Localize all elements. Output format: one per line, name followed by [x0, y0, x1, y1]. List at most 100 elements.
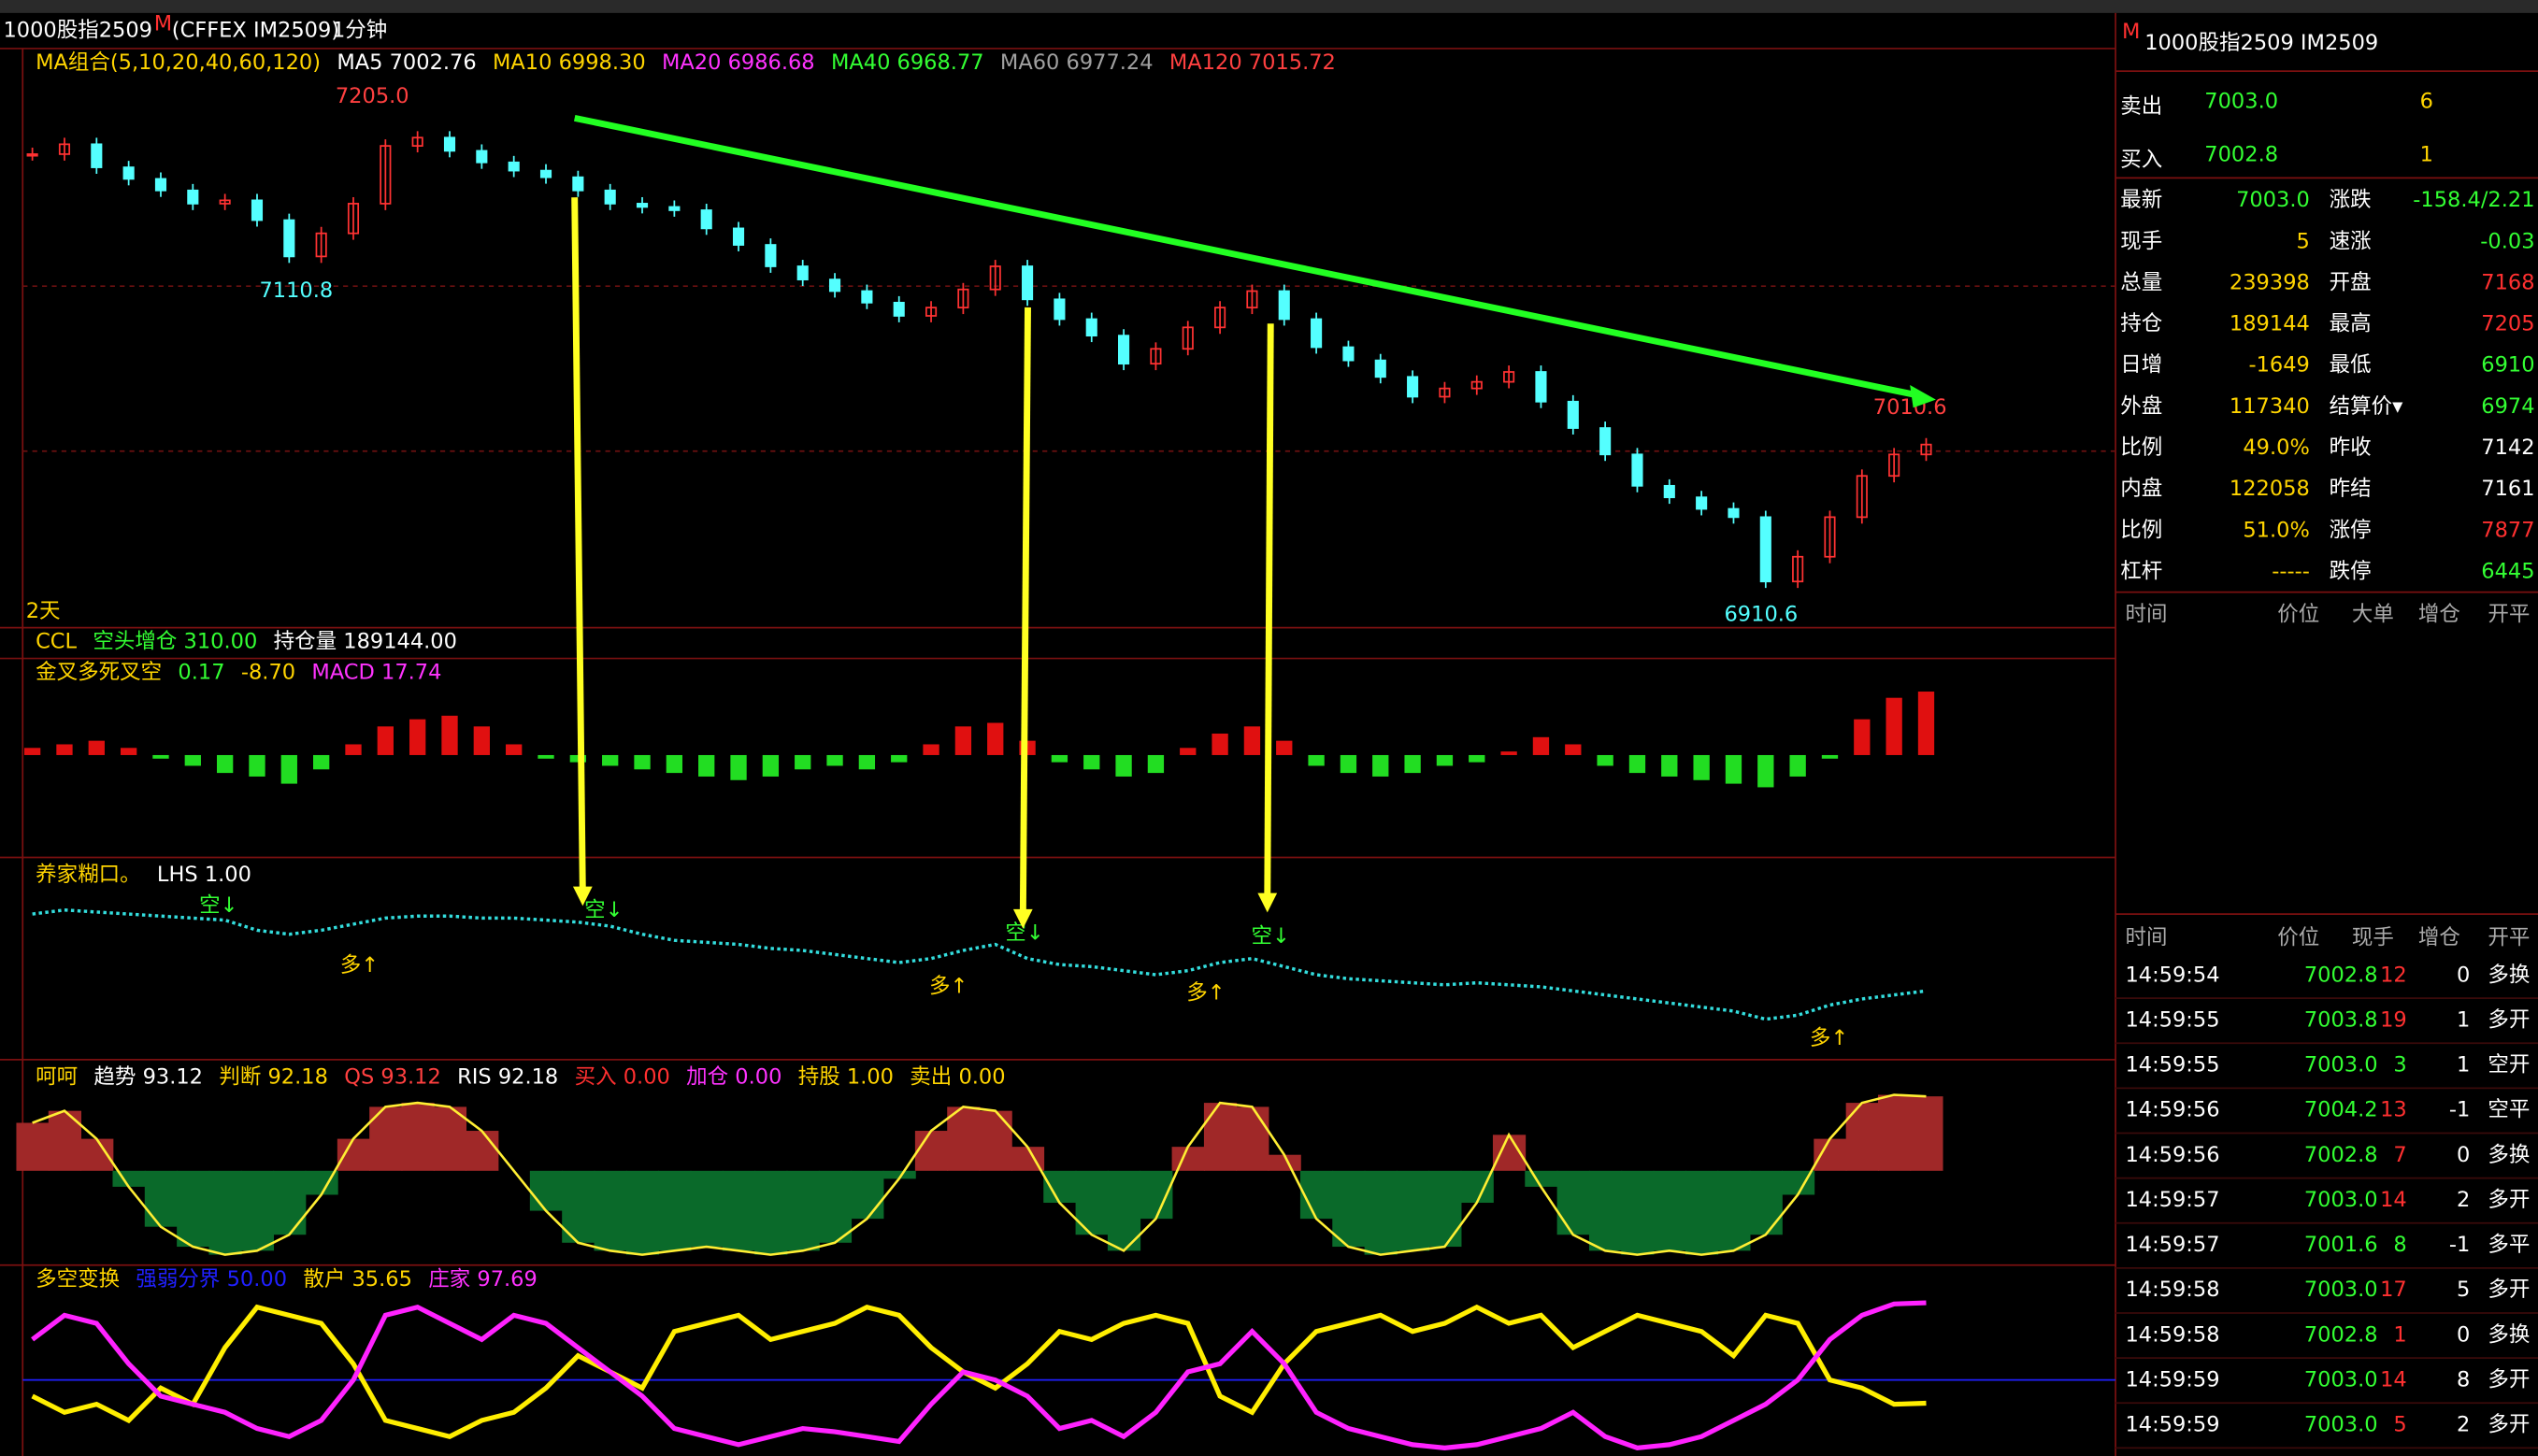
candle — [1663, 484, 1675, 499]
macd-bar — [1372, 754, 1389, 777]
book-price: 7002.8 — [2204, 143, 2278, 167]
quote-value: 7168 — [2481, 270, 2534, 294]
trade-price: 7003.0 — [2304, 1367, 2378, 1392]
trend-area — [1428, 1170, 1462, 1248]
macd-bar — [954, 726, 972, 755]
column-header: 开平 — [2488, 602, 2530, 626]
quote-label: 总量 — [2120, 270, 2162, 294]
trend-area — [1653, 1170, 1686, 1251]
series-line — [31, 1300, 1927, 1450]
trade-kind: 多换 — [2488, 1143, 2530, 1167]
trade-time: 14:59:56 — [2125, 1143, 2219, 1167]
candle — [411, 136, 423, 147]
macd-bar — [602, 754, 619, 766]
trade-oi: 0 — [2457, 963, 2470, 987]
trade-time: 14:59:54 — [2125, 963, 2219, 987]
macd-bar — [1500, 751, 1517, 755]
quote-label: 内盘 — [2120, 477, 2162, 501]
trade-kind: 多换 — [2488, 963, 2530, 987]
trade-kind: 多平 — [2488, 1233, 2530, 1257]
macd-bar — [730, 754, 747, 780]
quote-label: 涨跌 — [2330, 188, 2372, 212]
candle — [443, 136, 456, 152]
trade-kind: 空开 — [2488, 1053, 2530, 1078]
trade-qty: 14 — [2380, 1188, 2407, 1212]
macd-bar — [634, 754, 651, 770]
macd-bar — [1115, 754, 1132, 777]
trend-area — [16, 1122, 50, 1171]
trade-price: 7003.0 — [2304, 1413, 2378, 1437]
book-label: 卖出 — [2120, 94, 2162, 119]
macd-bar — [313, 754, 330, 770]
legend-item: 散户 35.65 — [303, 1267, 412, 1292]
candle — [1311, 318, 1323, 349]
trend-area — [1107, 1170, 1141, 1251]
macd-bar — [1212, 733, 1228, 755]
quote-value: ----- — [2272, 559, 2310, 583]
macd-bar — [1757, 754, 1774, 788]
trade-oi: -1 — [2449, 1098, 2470, 1122]
column-header: 时间 — [2125, 926, 2167, 950]
trend-area — [1043, 1170, 1077, 1204]
legend-item: 持股 1.00 — [798, 1064, 894, 1089]
signal-annotation: 多↑ — [929, 974, 968, 998]
trend-area — [690, 1170, 724, 1248]
macd-bar — [1628, 754, 1646, 774]
trade-qty: 7 — [2393, 1143, 2406, 1167]
trend-area — [882, 1170, 916, 1179]
candle — [539, 169, 552, 178]
trend-area — [433, 1106, 467, 1171]
trend-area — [273, 1170, 307, 1235]
trade-time: 14:59:58 — [2125, 1278, 2219, 1302]
trade-time: 14:59:56 — [2125, 1098, 2219, 1122]
trade-kind: 多开 — [2488, 1278, 2530, 1302]
macd-bar — [1693, 754, 1710, 780]
candle — [508, 161, 520, 172]
trade-price: 7002.8 — [2304, 1322, 2378, 1347]
quote-label: 比例 — [2120, 518, 2162, 542]
quote-value: -0.03 — [2480, 229, 2534, 253]
trend-area — [1749, 1170, 1783, 1235]
macd-bar — [473, 726, 491, 755]
column-header: 价位 — [2277, 602, 2319, 626]
trend-area — [1299, 1170, 1334, 1220]
trend-area — [1685, 1170, 1719, 1255]
macd-bar — [345, 744, 362, 755]
trend-area — [1845, 1103, 1879, 1171]
trend-arrowhead — [1910, 385, 1936, 408]
signal-annotation: 空↓ — [1252, 924, 1290, 949]
trend-area — [979, 1110, 1012, 1171]
trend-annotation — [573, 114, 1924, 400]
trend-area — [947, 1106, 981, 1171]
trend-area — [1588, 1170, 1623, 1251]
legend-item: RIS 92.18 — [457, 1064, 558, 1089]
trade-time: 14:59:57 — [2125, 1233, 2219, 1257]
trade-qty: 19 — [2380, 1007, 2407, 1032]
legend-item: 空头增仓 310.00 — [93, 630, 257, 654]
trend-area — [851, 1170, 884, 1220]
candle — [1503, 371, 1515, 383]
quote-value: 7142 — [2481, 435, 2534, 460]
macd-bar — [216, 754, 234, 774]
trend-area — [1171, 1147, 1205, 1171]
trend-area — [914, 1131, 949, 1171]
trade-time: 14:59:59 — [2125, 1367, 2219, 1392]
period-selector[interactable]: 1分钟 — [332, 18, 387, 42]
quote-label: 现手 — [2120, 229, 2162, 253]
candle — [1278, 290, 1290, 321]
period-label: 2天 — [26, 599, 61, 623]
signal-arrowhead — [1257, 892, 1278, 913]
legend-item: MA120 7015.72 — [1169, 50, 1336, 75]
quote-value: 239398 — [2230, 270, 2310, 294]
trade-qty: 8 — [2393, 1233, 2406, 1257]
macd-bar — [1436, 754, 1454, 766]
trade-price: 7002.8 — [2304, 1143, 2378, 1167]
trend-area — [818, 1170, 853, 1243]
legend-item: MA40 6968.77 — [831, 50, 984, 75]
candle — [828, 278, 841, 293]
trend-area — [466, 1131, 499, 1171]
symbol-title: 1000股指2509 — [3, 18, 152, 42]
candle — [1824, 516, 1836, 558]
signal-annotation: 多↑ — [1810, 1026, 1848, 1050]
macd-bar — [506, 744, 523, 755]
